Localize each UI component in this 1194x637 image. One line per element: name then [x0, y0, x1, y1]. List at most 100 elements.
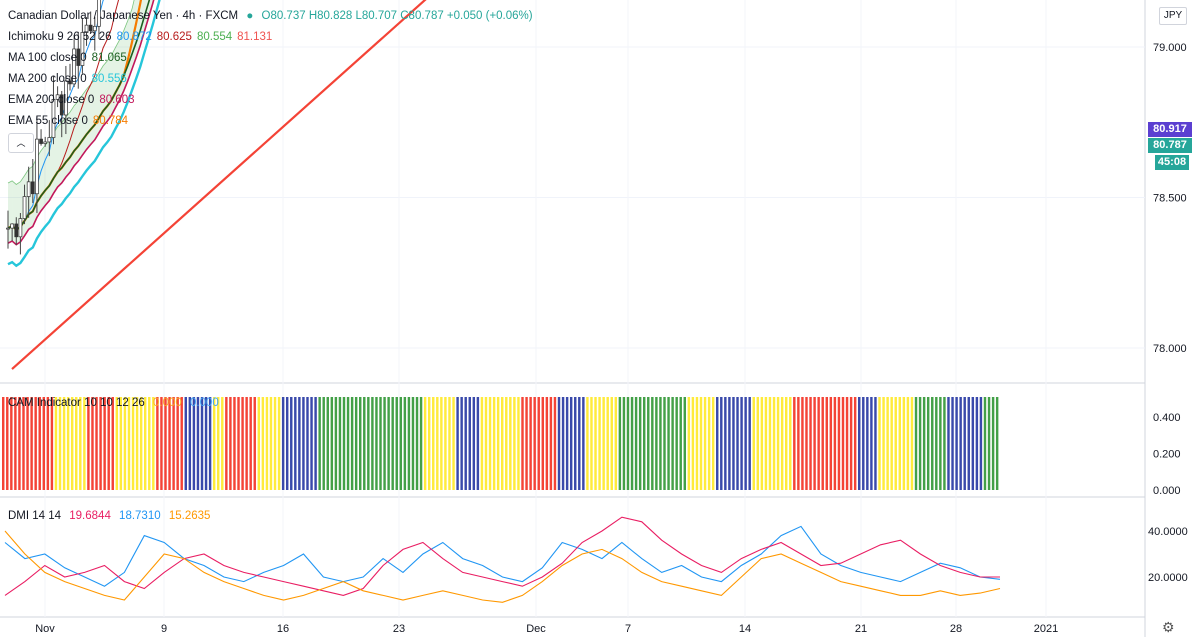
cam-bar — [87, 397, 90, 490]
ichimoku-cloud-segment — [41, 145, 46, 211]
candle-body — [51, 99, 56, 138]
cam-bar — [427, 397, 431, 490]
cam-bar — [841, 397, 845, 490]
cam-bar — [30, 397, 33, 490]
cam-bar — [987, 397, 991, 490]
cam-bar — [533, 397, 536, 490]
time-tick-label: 21 — [855, 623, 867, 635]
cam-bar — [545, 397, 549, 490]
cam-bar — [582, 397, 585, 490]
cam-bar — [363, 397, 366, 490]
cam-bar — [991, 397, 995, 490]
cam-tick-label: 0.400 — [1153, 412, 1181, 424]
chevron-up-icon[interactable]: ︿ — [8, 133, 34, 153]
cam-bar — [277, 397, 281, 490]
cam-bar — [484, 397, 488, 490]
cam-bar — [647, 397, 650, 490]
cam-bar — [281, 397, 285, 490]
cam-bar — [18, 397, 21, 490]
cam-bar — [152, 397, 155, 490]
candle-body — [6, 227, 10, 230]
cam-bar — [200, 397, 204, 490]
cam-bar — [302, 397, 305, 490]
time-tick-label: 9 — [161, 623, 167, 635]
cam-bar — [338, 397, 342, 490]
cam-bar — [894, 397, 897, 490]
cam-bar — [208, 397, 212, 490]
cam-bar — [517, 397, 520, 490]
cam-bar — [606, 397, 609, 490]
candle-body — [35, 138, 39, 195]
cam-bar — [598, 397, 601, 490]
cam-bar — [91, 397, 94, 490]
cam-bar — [492, 397, 496, 490]
cam-bar — [188, 397, 192, 490]
cam-bar — [119, 397, 123, 490]
cam-bar — [452, 397, 455, 490]
cam-bar — [322, 397, 325, 490]
cam-bar — [862, 397, 865, 490]
currency-button[interactable]: JPY — [1159, 7, 1187, 25]
cam-bar — [14, 397, 17, 490]
cam-bar — [127, 397, 131, 490]
candle-body — [84, 24, 89, 33]
cam-bar — [720, 397, 723, 490]
cam-bar — [468, 397, 471, 490]
cam-bar — [805, 397, 808, 490]
cam-bar — [233, 397, 236, 490]
cam-bar — [294, 397, 297, 490]
status-dot-icon: ● — [246, 10, 254, 22]
cam-bar — [139, 397, 143, 490]
cam-bar — [371, 397, 374, 490]
candle-body — [64, 80, 68, 116]
cam-bar — [590, 397, 593, 490]
time-tick-label: 14 — [739, 623, 751, 635]
price-tick-label: 79.000 — [1153, 42, 1187, 54]
cam-bar — [521, 397, 524, 490]
cam-bar — [509, 397, 512, 490]
cam-bar — [66, 397, 70, 490]
cam-bar — [744, 397, 747, 490]
cam-bar — [403, 397, 407, 490]
indicator-value: 81.131 — [237, 31, 273, 43]
countdown-badge: 45:08 — [1155, 155, 1189, 170]
cam-bar — [103, 397, 106, 490]
cam-bar — [135, 397, 139, 490]
ichimoku-cloud-segment — [90, 79, 95, 145]
cam-bar — [898, 397, 902, 490]
dmi-tick-label: 20.0000 — [1148, 572, 1188, 584]
cam-bar — [273, 397, 277, 490]
cam-bar — [75, 397, 78, 490]
gear-icon[interactable]: ⚙ — [1162, 619, 1175, 635]
cam-bar — [383, 397, 386, 490]
cam-bar — [845, 397, 849, 490]
cam-bar — [237, 397, 240, 490]
cam-bar — [314, 397, 317, 490]
candle-body — [55, 94, 60, 100]
cam-bar — [732, 397, 735, 490]
candle-body — [68, 80, 72, 85]
indicator-value: 80.556 — [91, 73, 127, 85]
indicator-legend-row: Ichimoku 9 26 52 26 80.872 80.625 80.554 81.… — [8, 30, 277, 44]
cam-bar — [176, 397, 179, 490]
candle-body — [88, 24, 93, 32]
cam-bar — [561, 397, 565, 490]
cam-bar — [663, 397, 666, 490]
cam-legend: CAM Indicator 10 10 12 26 0.000 0.000 — [8, 396, 224, 410]
cam-bar — [849, 397, 853, 490]
cam-bar — [882, 397, 885, 490]
cam-bar — [415, 397, 419, 490]
cam-bar — [354, 397, 358, 490]
candle-body — [18, 218, 23, 238]
candle-body — [76, 48, 81, 66]
cam-bar — [2, 397, 5, 490]
cam-bar — [557, 397, 561, 490]
cam-bar — [131, 397, 135, 490]
candle-body — [97, 0, 101, 27]
cam-bar — [683, 397, 686, 490]
cam-bar — [768, 397, 772, 490]
cam-bar — [740, 397, 743, 490]
cam-bar — [943, 397, 946, 490]
cam-bar — [22, 397, 25, 490]
